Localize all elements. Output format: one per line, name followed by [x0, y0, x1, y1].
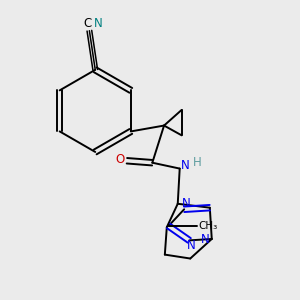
Text: N: N: [94, 17, 102, 30]
Text: CH₃: CH₃: [199, 221, 218, 231]
Text: O: O: [115, 154, 124, 166]
Text: N: N: [187, 238, 196, 252]
Text: N: N: [182, 197, 191, 210]
Text: N: N: [201, 233, 209, 246]
Text: N: N: [180, 159, 189, 172]
Text: H: H: [193, 156, 202, 169]
Text: C: C: [83, 17, 91, 30]
